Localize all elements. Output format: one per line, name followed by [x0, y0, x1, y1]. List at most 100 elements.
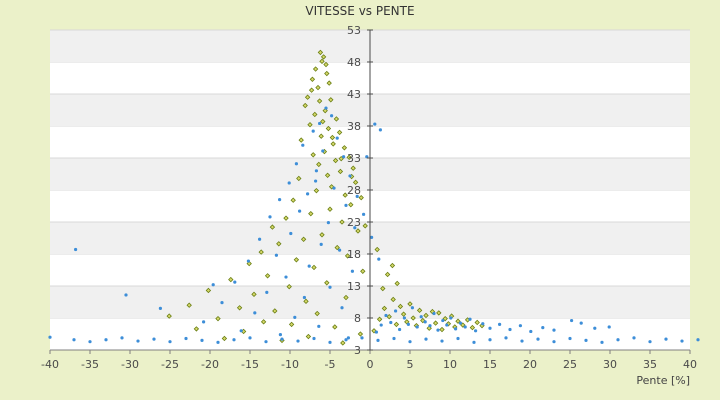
data-point — [394, 280, 400, 287]
x-tick-label: 5 — [407, 358, 414, 371]
data-point — [424, 337, 428, 341]
x-tick-label: -30 — [121, 358, 139, 371]
data-point — [432, 320, 439, 326]
data-point — [321, 149, 325, 153]
data-point — [600, 340, 604, 344]
data-point — [348, 174, 352, 178]
data-point — [436, 310, 442, 316]
data-point — [328, 285, 332, 289]
data-point — [474, 329, 478, 333]
data-point — [313, 187, 320, 194]
data-point — [324, 172, 331, 178]
x-tick-label: 25 — [563, 358, 577, 371]
data-point — [308, 210, 314, 217]
data-point — [423, 320, 427, 324]
data-point — [374, 246, 380, 253]
x-tick-label: 15 — [483, 358, 497, 371]
data-point — [316, 161, 322, 168]
data-point — [332, 324, 338, 330]
x-axis-title: Pente [%] — [636, 374, 690, 387]
data-point — [120, 336, 124, 340]
y-tick-label: 33 — [347, 152, 361, 165]
data-point — [340, 306, 344, 310]
data-point — [335, 136, 339, 140]
data-point — [398, 327, 402, 332]
data-point — [318, 121, 322, 126]
data-point — [168, 340, 172, 344]
data-point — [340, 340, 346, 346]
data-point — [248, 336, 252, 340]
data-point — [283, 215, 289, 221]
data-point — [350, 165, 356, 171]
data-point — [392, 336, 396, 341]
data-point — [324, 280, 330, 286]
data-point — [48, 335, 52, 339]
data-point — [552, 328, 556, 332]
data-point — [449, 316, 453, 320]
data-point — [332, 186, 336, 190]
data-point — [193, 326, 200, 332]
data-point — [312, 111, 318, 118]
x-tick-label: 10 — [443, 358, 457, 371]
data-point — [326, 221, 330, 225]
data-point — [200, 338, 204, 342]
data-point — [440, 339, 444, 343]
y-tick-label: 3 — [354, 344, 361, 357]
data-point — [306, 192, 310, 196]
data-point — [258, 249, 264, 255]
data-point — [293, 257, 300, 263]
data-point — [136, 339, 140, 343]
data-point — [316, 98, 323, 104]
data-point — [251, 291, 257, 298]
data-point — [287, 181, 291, 185]
data-point — [315, 84, 321, 91]
data-point — [286, 283, 292, 290]
data-point — [260, 319, 267, 325]
series-layer — [48, 49, 700, 346]
data-point — [124, 293, 128, 297]
data-point — [290, 197, 296, 203]
x-tick-label: -15 — [241, 358, 259, 371]
data-point — [269, 224, 276, 230]
data-point — [330, 141, 336, 147]
data-point — [326, 80, 332, 86]
data-point — [648, 340, 652, 344]
data-point — [441, 318, 445, 323]
data-point — [342, 155, 346, 159]
data-point — [314, 310, 320, 317]
data-point — [239, 329, 243, 333]
data-point — [377, 257, 381, 261]
data-point — [337, 168, 344, 175]
data-point — [312, 336, 316, 341]
data-point — [320, 118, 326, 125]
data-point — [304, 94, 311, 100]
data-point — [472, 340, 476, 344]
data-point — [394, 309, 398, 313]
y-tick-label: 38 — [347, 120, 361, 133]
data-point — [236, 305, 243, 311]
data-point — [232, 338, 236, 342]
data-point — [374, 330, 378, 334]
x-tick-label: -25 — [161, 358, 179, 371]
data-point — [320, 54, 327, 60]
x-tick-label: -20 — [201, 358, 219, 371]
data-point — [298, 137, 304, 143]
data-point — [468, 317, 472, 321]
data-point — [324, 106, 328, 110]
data-point — [488, 338, 492, 342]
data-point — [72, 338, 76, 342]
data-point — [307, 122, 313, 128]
data-point — [552, 340, 556, 344]
data-point — [258, 237, 262, 241]
data-point — [319, 58, 325, 65]
data-point — [463, 325, 467, 329]
data-point — [318, 133, 324, 139]
data-point — [386, 314, 392, 320]
data-point — [333, 116, 340, 122]
data-point — [406, 322, 410, 326]
data-point — [311, 129, 315, 133]
data-point — [469, 324, 476, 331]
data-point — [378, 128, 382, 132]
data-point — [309, 76, 316, 82]
